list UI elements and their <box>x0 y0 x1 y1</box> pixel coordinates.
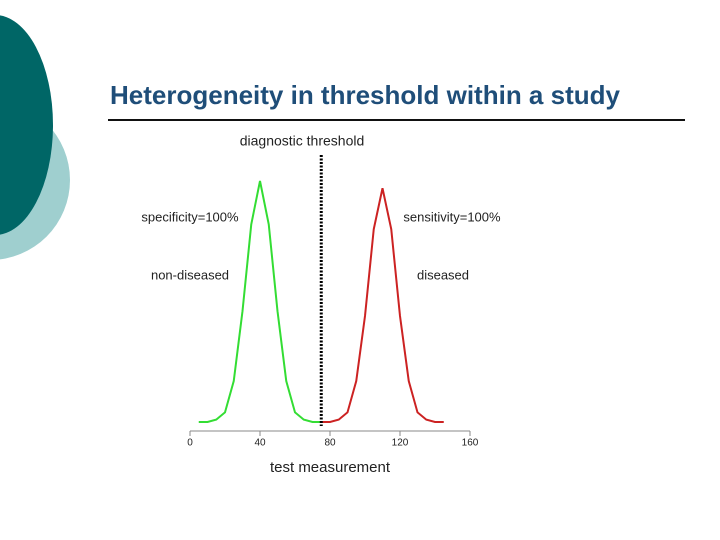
x-tick-label: 40 <box>254 438 266 449</box>
threshold-label: diagnostic threshold <box>240 133 365 149</box>
curve <box>198 180 322 423</box>
annotation: specificity=100% <box>141 209 239 224</box>
x-tick-label: 80 <box>324 438 336 449</box>
slide-title: Heterogeneity in threshold within a stud… <box>110 80 620 110</box>
decoration <box>0 15 53 235</box>
x-tick-label: 0 <box>187 438 193 449</box>
x-tick-label: 160 <box>462 438 479 449</box>
curve <box>321 188 444 423</box>
x-tick-label: 120 <box>392 438 409 449</box>
annotation: non-diseased <box>151 267 229 282</box>
annotation: sensitivity=100% <box>403 209 501 224</box>
x-axis-label: test measurement <box>270 459 391 476</box>
annotation: diseased <box>417 267 469 282</box>
